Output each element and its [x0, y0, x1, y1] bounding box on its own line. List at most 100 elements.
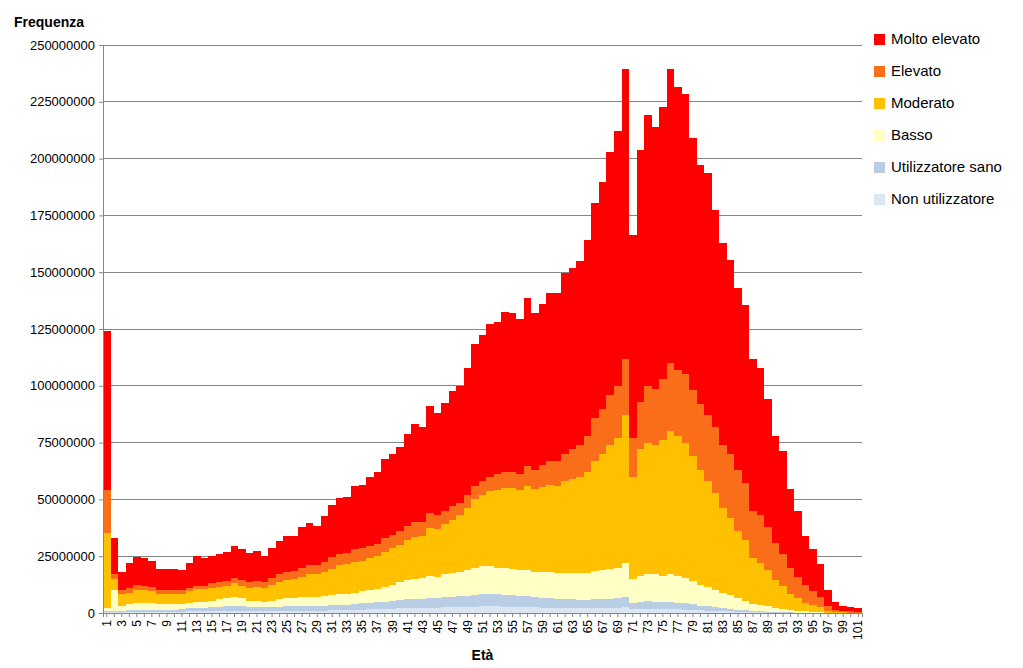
y-tick: 50000000	[37, 492, 103, 507]
bar	[283, 598, 291, 606]
bar	[343, 605, 351, 610]
bar	[629, 438, 637, 477]
bar	[464, 570, 472, 596]
bar	[629, 235, 637, 438]
bar	[471, 607, 479, 613]
bar	[426, 576, 434, 598]
x-tick-mark	[444, 613, 445, 617]
x-tick-label: 65	[581, 620, 595, 634]
bar	[419, 608, 427, 613]
x-tick: 45	[431, 613, 445, 633]
bar	[719, 593, 727, 608]
y-tick-label: 100000000	[30, 378, 95, 393]
bar	[246, 611, 254, 613]
bar	[178, 604, 186, 609]
x-tick	[204, 613, 205, 617]
bar	[434, 598, 442, 608]
bar	[614, 386, 622, 438]
bar	[704, 415, 712, 481]
bar	[501, 312, 509, 472]
x-tick-label: 49	[461, 620, 475, 634]
legend-label: Molto elevato	[891, 30, 980, 47]
x-tick-label: 33	[340, 620, 354, 634]
bar	[374, 602, 382, 609]
bar	[464, 607, 472, 613]
bar	[817, 612, 825, 613]
bar	[637, 150, 645, 402]
x-tick	[850, 613, 851, 617]
bar	[156, 590, 164, 593]
bar	[223, 611, 231, 613]
bar	[216, 587, 224, 599]
x-tick-mark	[557, 613, 558, 617]
x-tick	[595, 613, 596, 617]
bar	[253, 607, 261, 611]
x-tick-mark	[497, 613, 498, 617]
bar	[539, 572, 547, 597]
bar	[231, 606, 239, 611]
bar	[614, 598, 622, 608]
x-tick-label: 77	[671, 620, 685, 634]
bar	[501, 488, 509, 568]
bar	[569, 268, 577, 450]
bar	[396, 545, 404, 582]
background	[0, 0, 1023, 668]
bar	[426, 406, 434, 513]
bar	[787, 610, 795, 612]
y-tick: 225000000	[30, 94, 103, 109]
bar	[268, 611, 276, 613]
bar	[561, 273, 569, 454]
x-tick: 63	[566, 613, 580, 633]
bar	[599, 409, 607, 454]
bar	[734, 610, 742, 612]
bar	[359, 610, 367, 613]
bar	[712, 590, 720, 607]
bar	[111, 611, 119, 612]
bar	[697, 610, 705, 613]
bar	[667, 574, 675, 601]
bar	[276, 611, 284, 613]
x-tick: 101	[851, 613, 865, 640]
bar	[652, 609, 660, 613]
bar	[682, 578, 690, 604]
x-tick-mark	[226, 613, 227, 617]
bar	[133, 612, 141, 613]
bar	[606, 608, 614, 613]
bar	[584, 240, 592, 435]
bar	[516, 474, 524, 490]
y-tick-label: 50000000	[37, 492, 95, 507]
x-tick	[444, 613, 445, 617]
bar	[381, 587, 389, 602]
bar	[546, 485, 554, 572]
bar	[404, 608, 412, 613]
bar	[298, 527, 306, 568]
bar	[276, 607, 284, 611]
bar	[178, 570, 186, 590]
grid-line	[103, 45, 862, 46]
bar	[208, 601, 216, 608]
bar	[283, 536, 291, 572]
bar	[201, 611, 209, 613]
x-tick-mark	[332, 613, 333, 617]
bar	[561, 599, 569, 608]
y-tick-mark	[99, 272, 103, 273]
x-tick-label: 61	[551, 620, 565, 634]
bar	[193, 586, 201, 589]
bar	[456, 572, 464, 596]
bar	[186, 611, 194, 613]
x-tick: 19	[235, 613, 249, 633]
bar	[614, 568, 622, 599]
x-tick-mark	[655, 613, 656, 617]
x-tick-mark	[309, 613, 310, 617]
x-tick-label: 47	[446, 620, 460, 634]
x-tick-mark	[670, 613, 671, 617]
x-tick-label: 7	[145, 620, 159, 627]
x-tick: 51	[476, 613, 490, 633]
x-tick-mark	[527, 613, 528, 617]
x-tick: 79	[686, 613, 700, 633]
bar	[253, 601, 261, 607]
bar	[652, 389, 660, 445]
bar	[539, 465, 547, 487]
x-tick: 25	[280, 613, 294, 633]
x-tick-mark	[467, 613, 468, 617]
